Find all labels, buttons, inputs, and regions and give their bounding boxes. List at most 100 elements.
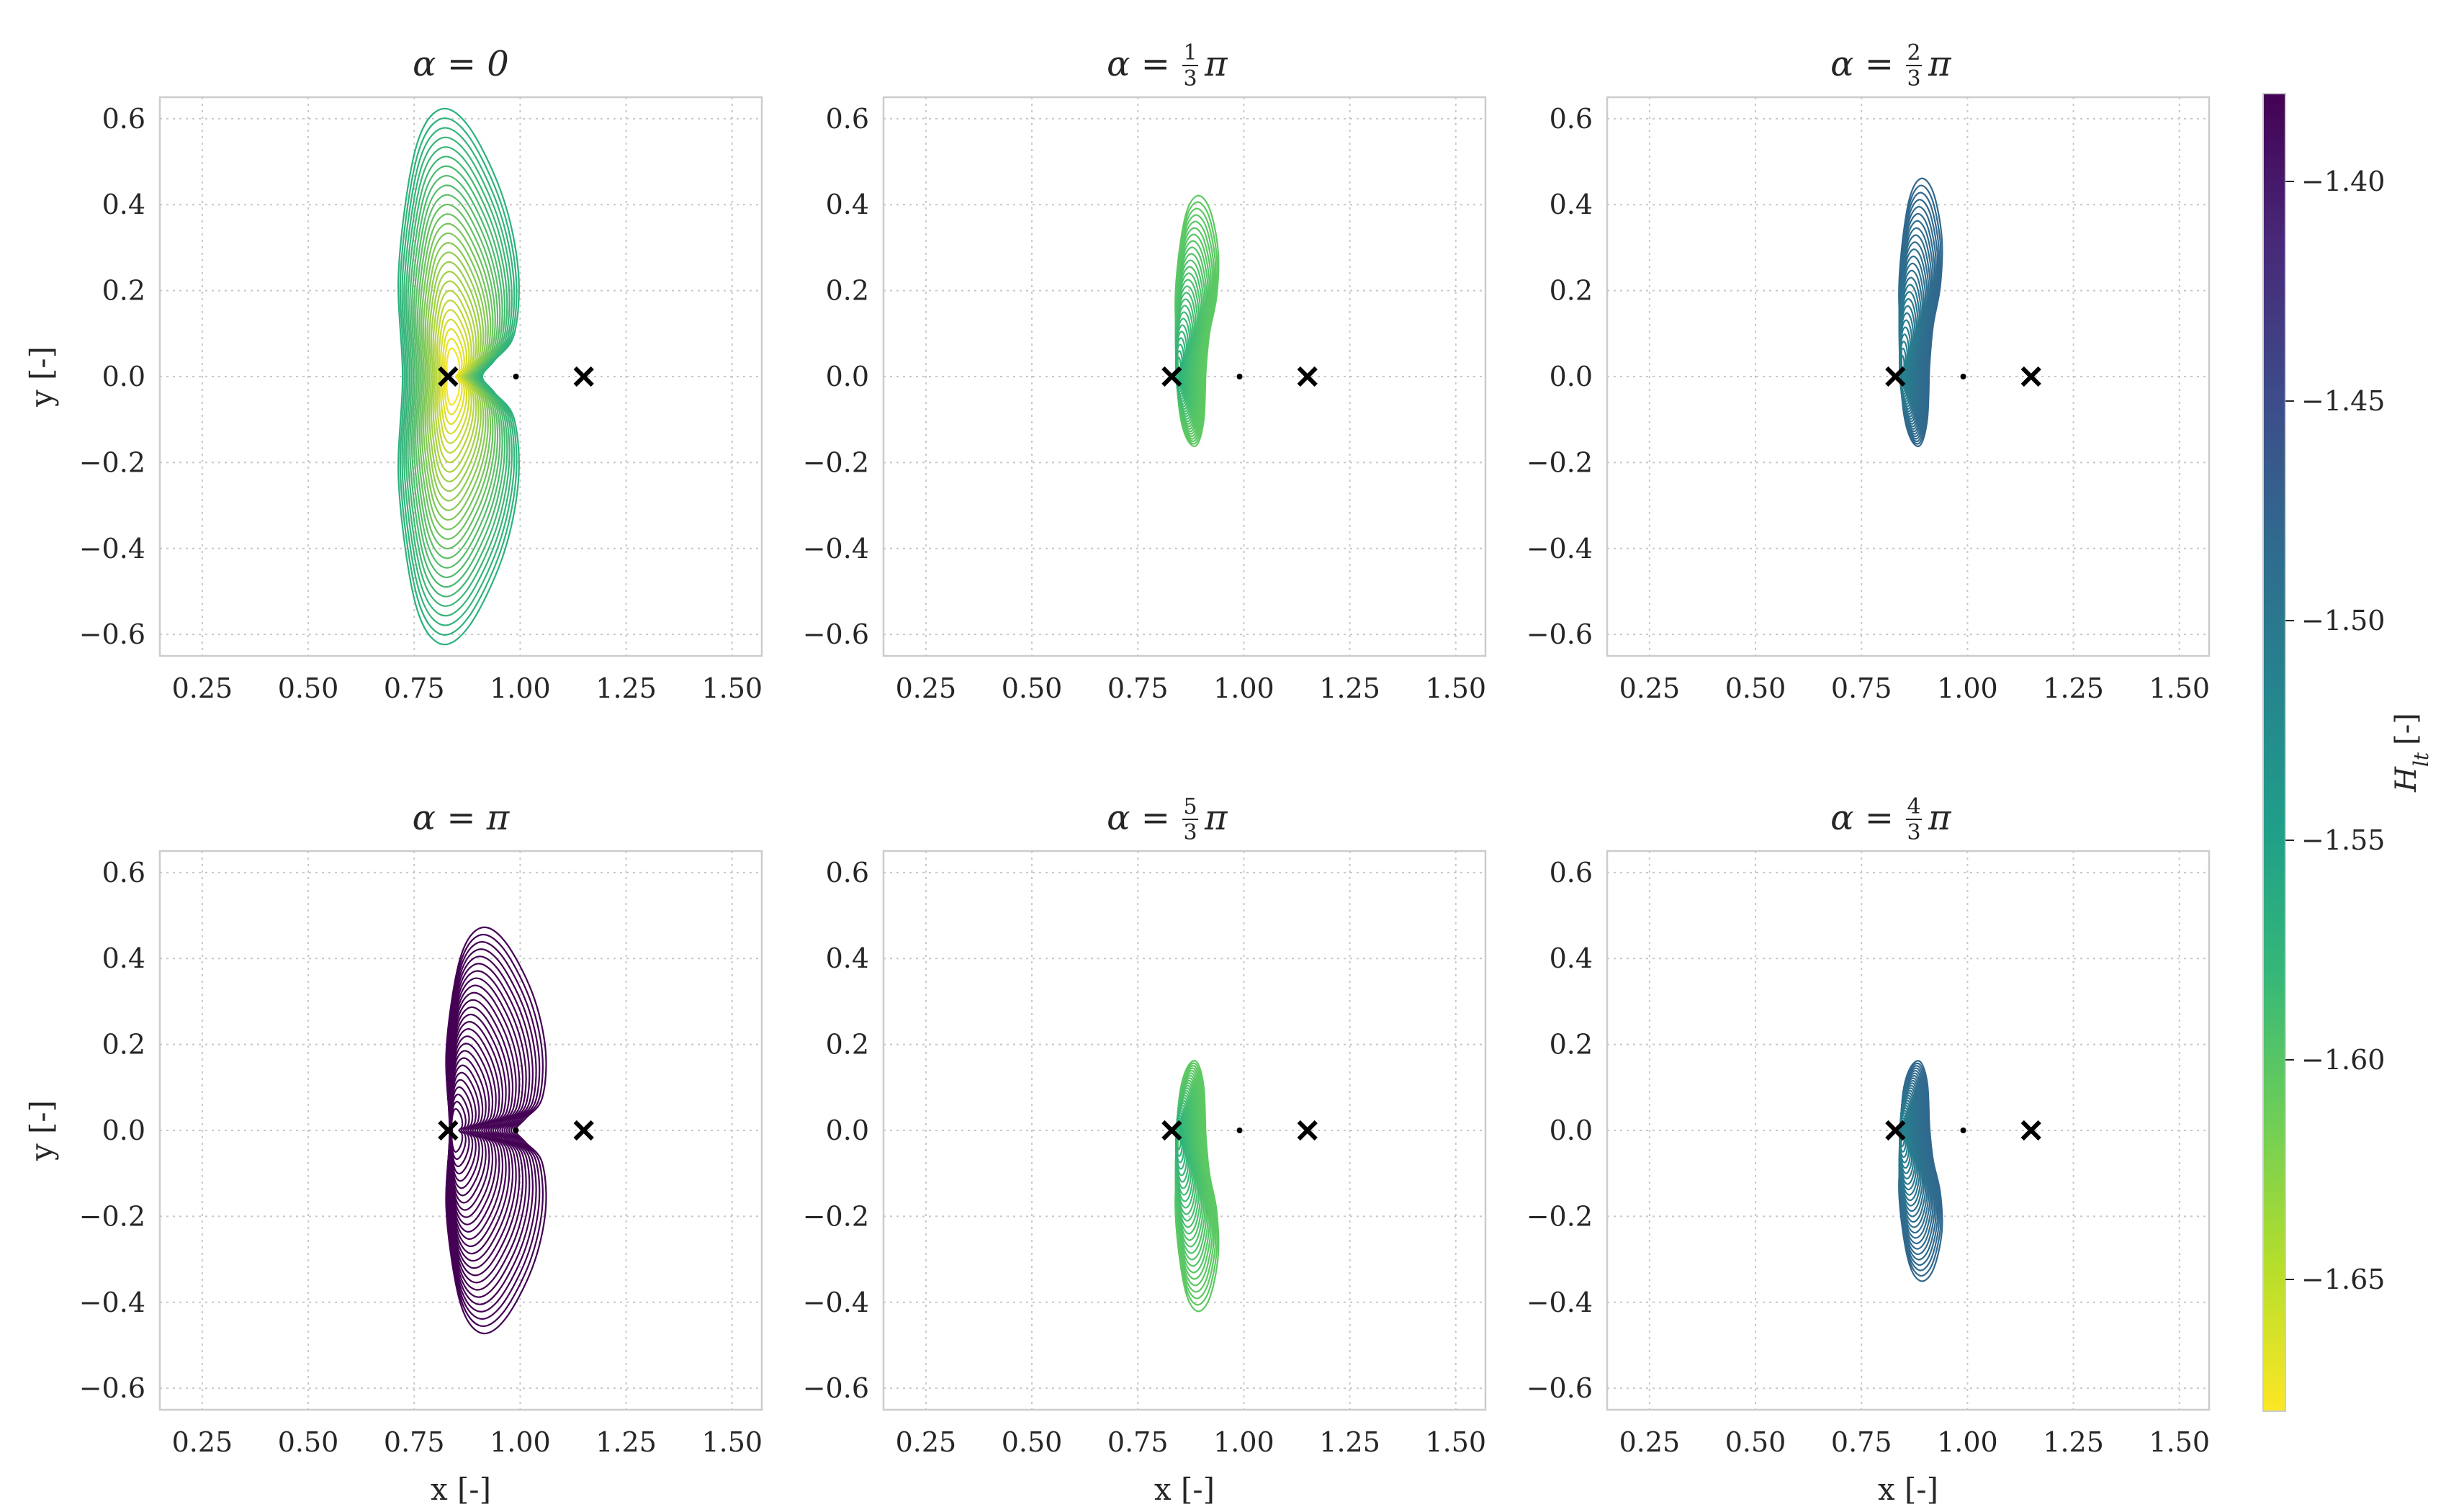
contour-line (446, 970, 527, 1291)
y-tick-label: −0.2 (79, 446, 145, 478)
contour-group (445, 926, 547, 1335)
x-tick-label: 1.00 (490, 672, 551, 704)
contour-line (1174, 1072, 1212, 1280)
contour-line (1899, 1120, 1907, 1153)
title-numerator: 2 (1907, 40, 1920, 66)
colorbar-bar (2262, 93, 2286, 1412)
contour-line (1898, 206, 1938, 438)
contour-line (1898, 1060, 1943, 1282)
point-marker (1960, 1128, 1966, 1133)
y-tick-label: −0.4 (803, 1287, 869, 1318)
contour-line (1174, 233, 1210, 433)
panel-title: α = 0 (413, 44, 509, 84)
x-tick-label: 1.00 (1937, 672, 1998, 704)
contour-line (434, 289, 475, 464)
x-marker (1161, 366, 1182, 387)
colorbar-tick-label: −1.55 (2301, 824, 2385, 856)
contour-line (401, 127, 516, 626)
contour-line (449, 1050, 490, 1211)
contour-line (1174, 279, 1200, 415)
contour-line (1174, 220, 1214, 438)
x-tick-label: 1.00 (1213, 672, 1274, 704)
contour-line (1898, 1089, 1925, 1218)
y-axis-label: y [-] (24, 1100, 59, 1161)
contour-line (418, 213, 494, 540)
x-tick-label: 0.25 (172, 1426, 233, 1458)
y-tick-label: 0.4 (1550, 189, 1593, 220)
contour-line (413, 184, 501, 569)
contour-line (1174, 227, 1212, 435)
contour-line (440, 318, 468, 435)
contour-line (449, 1064, 484, 1197)
colorbar-tick-label: −1.65 (2301, 1264, 2385, 1295)
contour-line (446, 948, 537, 1313)
contour-line (1174, 253, 1206, 425)
contour-line (1174, 318, 1191, 400)
contour-line (1174, 1084, 1205, 1248)
contour-line (446, 977, 524, 1284)
contour-line (447, 999, 514, 1262)
contour-line (1174, 305, 1194, 405)
x-axis-label: x [-] (431, 1472, 491, 1507)
contour-line (1898, 298, 1917, 405)
y-tick-label: −0.4 (79, 1287, 145, 1318)
title-lhs: α = (1830, 798, 1894, 838)
x-marker-stroke (438, 366, 459, 387)
contour-line (1175, 1117, 1184, 1164)
x-tick-label: 0.50 (1002, 1426, 1063, 1458)
contour-line (1898, 248, 1928, 423)
contour-line (448, 1013, 507, 1248)
contour-line (449, 1043, 494, 1218)
contour-line (1898, 1072, 1935, 1256)
x-tick-label: 0.75 (1831, 672, 1892, 704)
x-marker-stroke (1161, 366, 1182, 387)
contour-line (1898, 1062, 1942, 1277)
colorbar: −1.40 −1.45 −1.50 −1.55 −1.60 −1.65 Hlt[-] (2262, 93, 2433, 1412)
title-numerator: 1 (1183, 40, 1197, 66)
contour-line (1174, 1110, 1190, 1183)
point-marker (513, 1128, 519, 1133)
contour-line (424, 242, 487, 511)
x-tick-label: 0.75 (1107, 672, 1169, 704)
panel-title: α = 43 π (1830, 794, 1952, 845)
x-axis-label: x [-] (1878, 1472, 1938, 1507)
x-tick-label: 1.25 (2043, 1426, 2104, 1458)
contour-line (450, 1079, 477, 1182)
contour-line (416, 203, 496, 550)
x-tick-label: 0.50 (1725, 1426, 1786, 1458)
x-tick-label: 0.25 (1619, 672, 1681, 704)
y-tick-label: −0.4 (803, 533, 869, 564)
y-tick-label: 0.4 (102, 942, 145, 974)
x-tick-label: 1.50 (2149, 672, 2210, 704)
contour-line (445, 941, 541, 1320)
y-tick-label: 0.6 (102, 857, 145, 888)
y-tick-label: 0.4 (1550, 942, 1593, 974)
x-tick-label: 1.50 (701, 1426, 763, 1458)
contour-line (1898, 291, 1919, 408)
x-marker-stroke (573, 1120, 594, 1141)
contour-line (1174, 1099, 1195, 1209)
y-tick-label: 0.2 (102, 275, 145, 307)
contour-line (1175, 1112, 1188, 1176)
contour-line (426, 251, 485, 502)
contour-line (1898, 1110, 1913, 1174)
contour-line (432, 280, 477, 473)
subplot-1: 0.25 0.50 0.75 1.00 1.25 1.50 0.6 0.4 0.2 0.0 −0.2… (24, 44, 763, 704)
contour-line (1174, 292, 1197, 410)
contour-line (1174, 311, 1192, 402)
y-tick-label: 0.2 (102, 1029, 145, 1061)
contour-line (1174, 1069, 1214, 1287)
contour-line (1175, 330, 1188, 395)
x-tick-label: 0.50 (278, 672, 339, 704)
contour-line (1174, 1094, 1198, 1222)
contour-line (1898, 1084, 1928, 1228)
y-tick-label: −0.2 (79, 1200, 145, 1232)
x-tick-label: 1.25 (1319, 672, 1380, 704)
y-tick-label: −0.6 (79, 618, 145, 650)
panel-title: α = 53 π (1107, 794, 1228, 845)
y-tick-label: 0.4 (102, 189, 145, 220)
contour-line (1175, 337, 1187, 392)
contour-line (1174, 240, 1209, 430)
x-marker-stroke (573, 366, 594, 387)
